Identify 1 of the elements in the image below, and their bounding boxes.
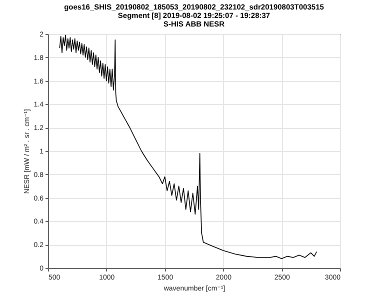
line-series <box>59 34 318 260</box>
